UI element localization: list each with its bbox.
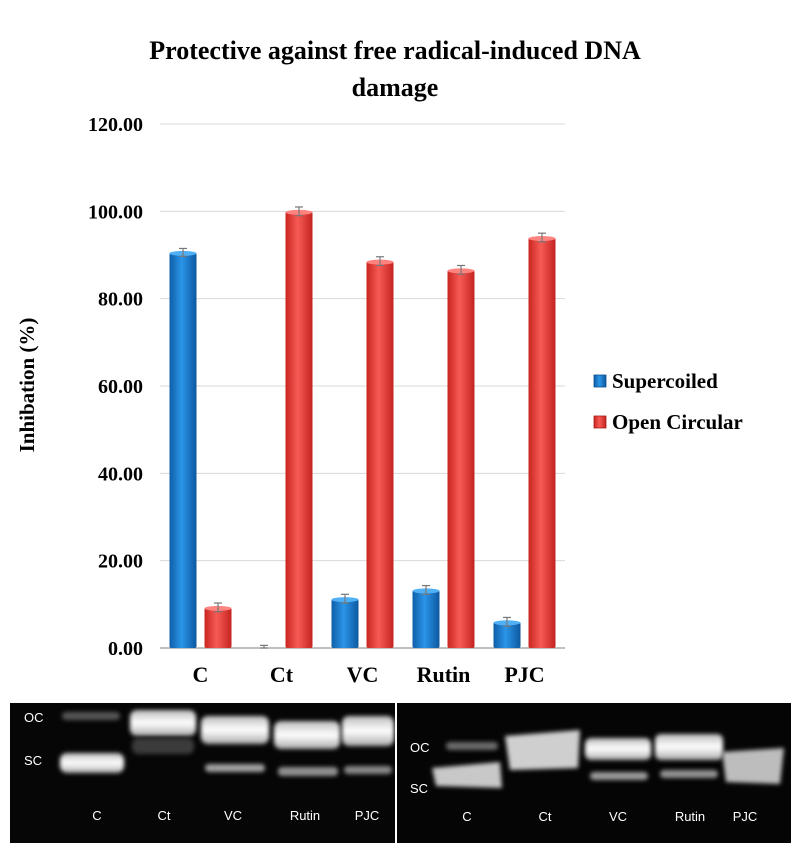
legend: Supercoiled Open Circular — [593, 369, 743, 434]
gel-band — [132, 738, 194, 754]
error-bar — [341, 593, 349, 604]
error-bars — [179, 206, 546, 649]
legend-label-supercoiled: Supercoiled — [612, 369, 718, 393]
gel-left-lane-vc: VC — [224, 808, 242, 823]
error-bar — [214, 602, 222, 613]
gel-right-lane-ct: Ct — [539, 809, 552, 824]
gel-right-bands — [432, 730, 784, 788]
bar-supercoiled-pjc — [493, 621, 521, 648]
chart-title-line-1: Protective against free radical-induced … — [149, 36, 641, 65]
error-bar — [422, 584, 430, 595]
gel-left-oc-label: OC — [24, 710, 44, 725]
y-tick-label: 40.00 — [98, 463, 143, 485]
bar-open-circular-rutin — [447, 269, 475, 648]
y-tick-label: 80.00 — [98, 289, 143, 311]
gel-band — [722, 748, 784, 784]
y-tick-label: 120.00 — [88, 114, 143, 136]
y-tick-labels: 0.00 20.00 40.00 60.00 80.00 100.00 120.00 — [88, 114, 143, 660]
bar-open-circular-c — [204, 607, 232, 648]
chart-title-line-2: damage — [352, 73, 439, 102]
y-tick-label: 0.00 — [108, 638, 143, 660]
gel-band — [342, 716, 394, 746]
bar-supercoiled-rutin — [412, 589, 440, 648]
x-category-label: VC — [347, 662, 379, 687]
bar-open-circular-pjc — [528, 237, 556, 649]
gel-band — [446, 742, 498, 750]
gel-band — [660, 770, 718, 778]
error-bar — [295, 206, 303, 217]
y-axis-title: Inhibation (%) — [15, 318, 39, 453]
error-bar — [376, 256, 384, 267]
gel-band — [274, 721, 340, 749]
gel-band — [432, 762, 502, 788]
gel-right-lane-c: C — [462, 809, 471, 824]
gel-left-lane-rutin: Rutin — [290, 808, 320, 823]
gel-left: OC SC C Ct VC Rutin PJC — [10, 703, 395, 843]
gel-left-sc-label: SC — [24, 753, 42, 768]
gel-band — [60, 753, 124, 773]
legend-swatch-open-circular — [593, 415, 607, 429]
x-category-label: Ct — [270, 662, 294, 687]
error-bar — [538, 232, 546, 243]
gel-right: OC SC C Ct VC Rutin PJC — [397, 703, 791, 843]
error-bar — [503, 616, 511, 627]
bar-open-circular-ct — [285, 211, 313, 649]
category-labels: C Ct VC Rutin PJC — [193, 662, 545, 687]
gel-right-lane-rutin: Rutin — [675, 809, 705, 824]
gel-band — [130, 710, 196, 736]
bar-open-circular-vc — [366, 261, 394, 648]
bar-supercoiled-c — [169, 252, 197, 648]
x-category-label: Rutin — [417, 662, 471, 687]
gel-band — [590, 772, 648, 780]
gel-left-lane-pjc: PJC — [355, 808, 380, 823]
gel-band — [201, 716, 269, 744]
gel-band — [344, 766, 392, 774]
gel-right-lane-pjc: PJC — [733, 809, 758, 824]
gel-left-lane-c: C — [92, 808, 101, 823]
x-category-label: C — [193, 662, 209, 687]
gel-band — [62, 712, 120, 720]
error-bar — [457, 264, 465, 275]
y-tick-label: 100.00 — [88, 201, 143, 223]
gel-right-sc-label: SC — [410, 781, 428, 796]
error-bar — [179, 247, 187, 257]
x-category-label: PJC — [504, 662, 544, 687]
gel-left-lane-ct: Ct — [158, 808, 171, 823]
legend-swatch-supercoiled — [593, 374, 607, 388]
gel-band — [505, 730, 580, 770]
gel-band — [278, 767, 338, 776]
gel-band — [585, 738, 651, 760]
bar-supercoiled-vc — [331, 598, 359, 648]
gel-left-bands — [60, 710, 394, 776]
gel-right-lane-vc: VC — [609, 809, 627, 824]
y-tick-label: 20.00 — [98, 551, 143, 573]
gel-right-oc-label: OC — [410, 740, 430, 755]
legend-label-open-circular: Open Circular — [612, 410, 743, 434]
gel-band — [205, 764, 265, 772]
bars — [169, 209, 556, 649]
error-bar — [260, 644, 268, 649]
gel-band — [655, 734, 723, 760]
y-tick-label: 60.00 — [98, 376, 143, 398]
gridlines — [160, 123, 565, 649]
